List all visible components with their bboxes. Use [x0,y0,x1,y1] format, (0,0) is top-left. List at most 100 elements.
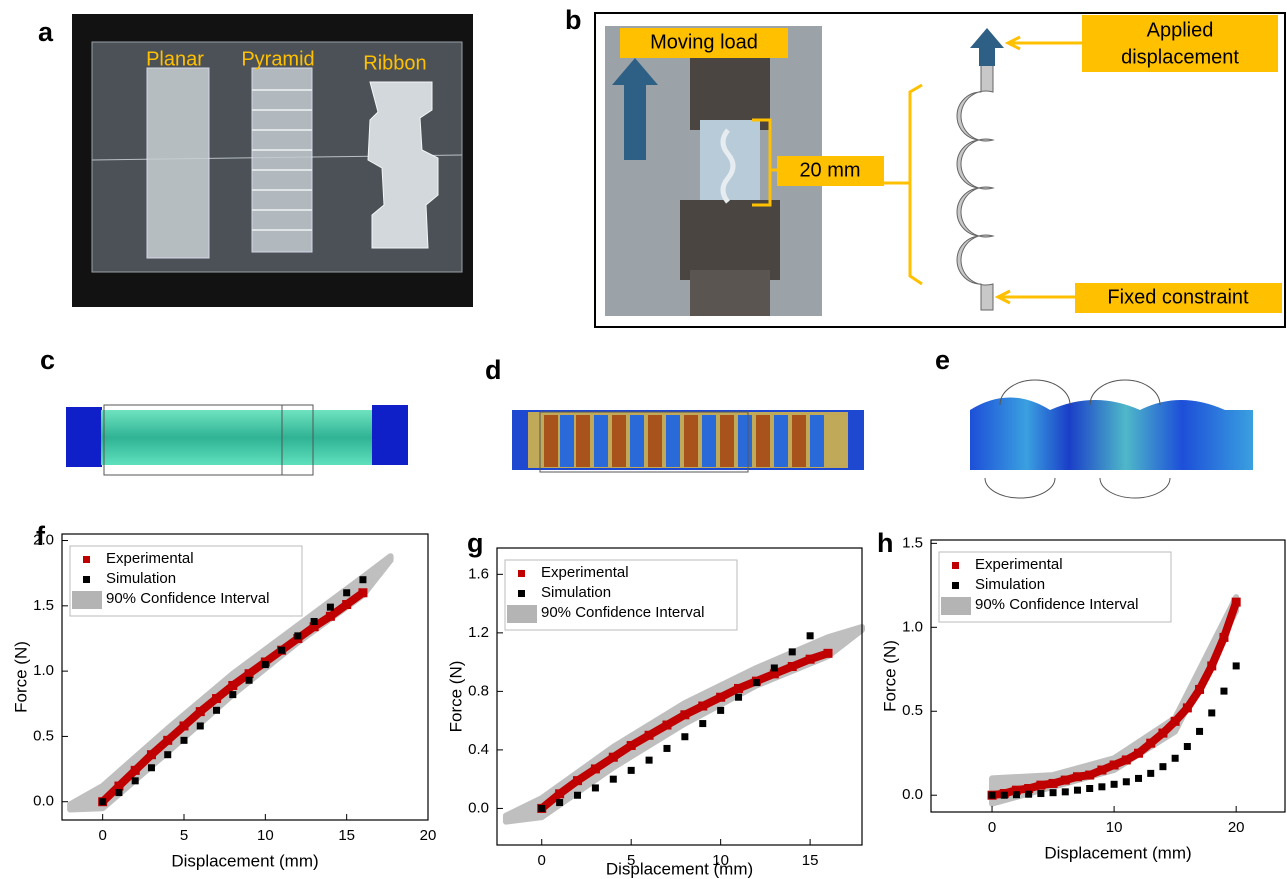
marker [716,693,725,702]
marker [228,681,237,690]
marker [311,618,318,625]
simulation-d [512,410,864,472]
y-tick-label: 0.0 [468,799,489,816]
legend-swatch [952,562,959,569]
marker [1086,785,1093,792]
marker [115,789,122,796]
marker [1122,755,1131,764]
marker [538,805,545,812]
marker [1172,755,1179,762]
marker [229,691,236,698]
marker [1171,717,1180,726]
marker [807,632,814,639]
legend-swatch [518,570,525,577]
marker [789,648,796,655]
y-tick-label: 1.0 [33,662,54,679]
marker [806,655,815,664]
x-axis-title: Displacement (mm) [606,859,753,878]
marker [294,632,301,639]
marker [717,707,724,714]
marker [343,589,350,596]
x-tick-label: 10 [1106,819,1123,836]
marker [698,702,707,711]
marker [1207,661,1216,670]
marker [771,664,778,671]
marker [327,604,334,611]
marker [1135,775,1142,782]
marker [99,798,106,805]
marker [1183,703,1192,712]
y-tick-label: 1.5 [902,534,923,551]
legend-swatch [72,591,102,609]
x-axis-title: Displacement (mm) [1044,843,1191,862]
marker [646,757,653,764]
photo-a: Planar Pyramid Ribbon [72,14,473,307]
marker [663,745,670,752]
marker [147,750,156,759]
legend-label: Experimental [541,564,629,581]
marker [1219,633,1228,642]
panel-label: b [565,5,582,35]
marker [788,662,797,671]
x-tick-label: 0 [98,827,106,844]
panel-label: c [40,345,55,375]
y-tick-label: 0.0 [902,786,923,803]
simulation-e [970,380,1253,498]
marker [197,722,204,729]
marker [1110,760,1119,769]
marker [1036,781,1045,790]
x-axis-title: Displacement (mm) [171,851,318,870]
legend-swatch [507,605,537,623]
panel-label: d [485,355,502,385]
marker [1232,598,1241,607]
y-tick-label: 1.0 [902,618,923,635]
marker [278,647,285,654]
simulation-c [66,405,408,475]
marker [610,776,617,783]
marker [163,736,172,745]
marker [592,784,599,791]
sample-label: Pyramid [241,48,314,70]
marker [734,684,743,693]
marker [1074,787,1081,794]
marker [180,721,189,730]
x-tick-label: 15 [338,827,355,844]
legend-swatch [83,556,90,563]
marker [555,789,564,798]
legend-swatch [941,597,971,615]
marker [1123,778,1130,785]
marker [164,751,171,758]
panel-label: e [935,345,950,375]
panel-label: a [38,17,54,47]
marker [556,799,563,806]
legend-label: Simulation [106,570,176,587]
marker [628,767,635,774]
marker [591,764,600,773]
y-axis-title: Force (N) [880,640,899,712]
x-tick-label: 5 [180,827,188,844]
marker [1037,790,1044,797]
marker [359,576,366,583]
label: Moving load [650,31,758,53]
marker [609,753,618,762]
x-tick-label: 15 [802,852,819,869]
marker [680,710,689,719]
marker [1097,766,1106,775]
legend-swatch [952,582,959,589]
y-tick-label: 0.5 [902,702,923,719]
marker [1220,688,1227,695]
marker [213,707,220,714]
marker [1147,770,1154,777]
marker [1196,728,1203,735]
x-tick-label: 20 [1228,819,1245,836]
marker [824,649,833,658]
panel-label: h [877,528,894,558]
y-tick-label: 2.0 [33,531,54,548]
x-tick-label: 0 [988,819,996,836]
panel-b: Moving load 20 mm Applied displacement F… [595,13,1285,327]
marker [645,731,654,740]
marker [735,694,742,701]
label: Fixed constraint [1107,286,1249,308]
marker [989,792,996,799]
label: Applied [1147,19,1214,41]
